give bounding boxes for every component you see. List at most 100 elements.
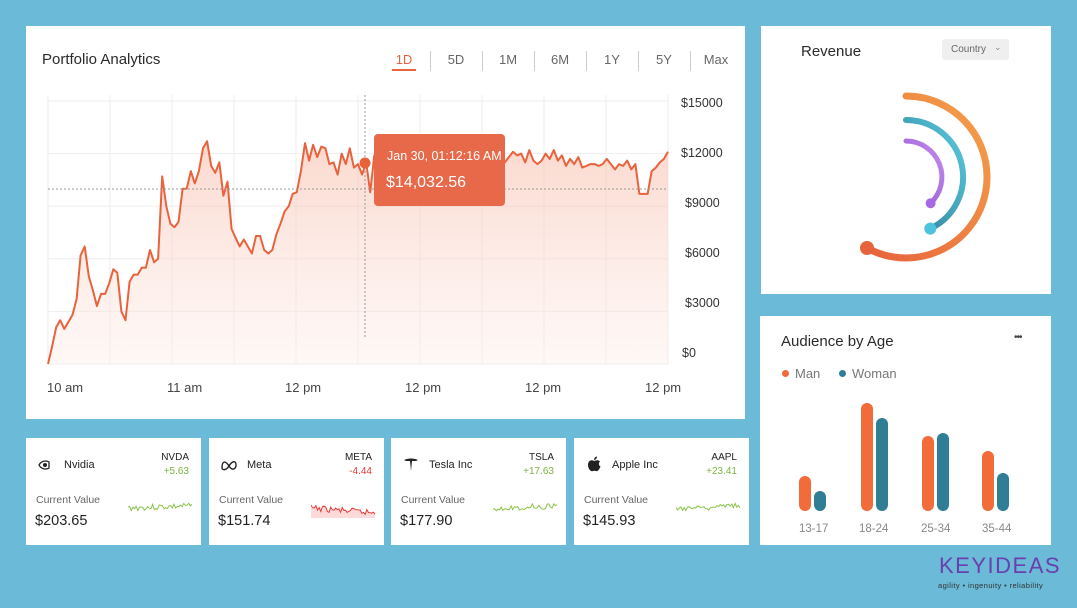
sparkline-line: [676, 502, 740, 512]
bar-woman-25-34[interactable]: [937, 433, 949, 511]
stock-ticker: AAPL: [711, 452, 737, 463]
x-tick-label: 12 pm: [525, 380, 562, 395]
stock-name: Meta: [247, 459, 272, 471]
audience-title: Audience by Age: [781, 333, 894, 350]
tab-1y[interactable]: 1Y: [604, 52, 620, 67]
tab-divider: [638, 51, 639, 71]
brand-name: KEYIDEAS: [939, 553, 1062, 578]
tab-1m[interactable]: 1M: [498, 52, 518, 67]
tab-max[interactable]: Max: [703, 52, 729, 67]
current-value: $177.90: [400, 513, 453, 529]
y-tick-label: $6000: [685, 246, 720, 260]
portfolio-area-fill: [48, 139, 668, 364]
y-tick-label: $9000: [685, 196, 720, 210]
brand-logo: KEYIDEAS agility • ingenuity • reliabili…: [933, 553, 1060, 593]
current-value: $203.65: [35, 513, 88, 529]
apple-logo-icon: [588, 456, 601, 472]
portfolio-line: [47, 138, 669, 365]
stock-card-apple[interactable]: Apple Inc AAPL +23.41 Current Value $145…: [574, 438, 749, 545]
x-tick-label: 11 am: [167, 380, 203, 395]
x-tick-label: 35-44: [982, 523, 1012, 535]
sparkline-chart: [676, 502, 740, 512]
y-tick-label: $12000: [681, 146, 723, 160]
revenue-arc[interactable]: [903, 116, 967, 232]
tab-divider: [534, 51, 535, 71]
y-tick-label: $3000: [685, 296, 720, 310]
tab-divider: [430, 51, 431, 71]
bar-woman-13-17[interactable]: [814, 491, 826, 511]
revenue-arc[interactable]: [863, 92, 991, 262]
bar-woman-35-44[interactable]: [997, 473, 1009, 511]
x-tick-label: 13-17: [799, 523, 829, 535]
y-tick-label: $0: [682, 346, 696, 360]
revenue-arc-endpoint: [924, 222, 937, 235]
stock-change: +17.63: [523, 466, 554, 477]
stock-name: Nvidia: [64, 459, 95, 471]
stock-card-tesla[interactable]: Tesla Inc TSLA +17.63 Current Value $177…: [391, 438, 566, 545]
y-tick-label: $15000: [681, 96, 723, 110]
tab-5y[interactable]: 5Y: [656, 52, 672, 67]
chevron-down-icon: ⌄: [994, 42, 1002, 52]
audience-by-age-card: Audience by Age ••• Man Woman 13-17 18-2…: [760, 316, 1051, 545]
sparkline-chart: [493, 502, 557, 512]
current-value-label: Current Value: [219, 494, 284, 506]
nvidia-logo-icon: [38, 460, 50, 470]
portfolio-title: Portfolio Analytics: [42, 51, 161, 68]
sparkline-fill: [311, 505, 375, 518]
sparkline-chart: [128, 502, 192, 512]
stock-card-meta[interactable]: Meta META -4.44 Current Value $151.74: [209, 438, 384, 545]
tesla-logo-icon: [404, 458, 418, 471]
sparkline-line: [128, 502, 192, 512]
revenue-arc[interactable]: [903, 138, 945, 206]
meta-logo-icon: [221, 461, 237, 471]
more-options-icon[interactable]: •••: [1014, 332, 1022, 343]
bar-man-25-34[interactable]: [922, 436, 934, 511]
current-value-label: Current Value: [36, 494, 101, 506]
current-value: $145.93: [583, 513, 636, 529]
stock-name: Tesla Inc: [429, 459, 473, 471]
x-tick-label: 12 pm: [285, 380, 322, 395]
revenue-radial-chart[interactable]: [761, 26, 1051, 294]
country-dropdown-label: Country: [951, 44, 987, 55]
tab-5d[interactable]: 5D: [447, 52, 465, 67]
tab-divider: [482, 51, 483, 71]
portfolio-area-chart[interactable]: [26, 26, 745, 419]
x-tick-label: 12 pm: [645, 380, 682, 395]
audience-bar-chart[interactable]: [760, 316, 1051, 545]
chart-tooltip: Jan 30, 01:12:16 AM $14,032.56: [374, 134, 505, 206]
revenue-title: Revenue: [801, 43, 862, 60]
country-dropdown[interactable]: Country ⌄: [942, 39, 1009, 60]
legend-woman-dot: [839, 370, 846, 377]
sparkline-line: [311, 504, 375, 516]
hover-point[interactable]: [359, 157, 371, 169]
bar-man-18-24[interactable]: [861, 403, 873, 511]
legend-man-dot: [782, 370, 789, 377]
portfolio-analytics-card: Portfolio Analytics 1D 5D 1M 6M 1Y 5Y Ma…: [26, 26, 745, 419]
tab-divider: [690, 51, 691, 71]
bar-man-35-44[interactable]: [982, 451, 994, 511]
tab-1d[interactable]: 1D: [380, 52, 428, 71]
x-tick-label: 18-24: [859, 523, 889, 535]
current-value-label: Current Value: [584, 494, 649, 506]
stock-change: -4.44: [349, 466, 372, 477]
legend-man-label: Man: [795, 366, 821, 381]
stock-ticker: NVDA: [161, 452, 189, 463]
revenue-arc-endpoint: [925, 198, 936, 209]
bar-man-13-17[interactable]: [799, 476, 811, 511]
current-value: $151.74: [218, 513, 271, 529]
tooltip-value: $14,032.56: [386, 174, 467, 191]
stock-card-nvidia[interactable]: Nvidia NVDA +5.63 Current Value $203.65: [26, 438, 201, 545]
stock-name: Apple Inc: [612, 459, 658, 471]
current-value-label: Current Value: [401, 494, 466, 506]
brand-tagline: agility • ingenuity • reliability: [938, 581, 1044, 590]
revenue-card: Revenue Country ⌄: [761, 26, 1051, 294]
sparkline-chart: [311, 504, 375, 518]
tab-divider: [586, 51, 587, 71]
revenue-arc-endpoint: [860, 241, 874, 255]
tab-6m[interactable]: 6M: [550, 52, 570, 67]
legend-woman-label: Woman: [852, 366, 897, 381]
bar-woman-18-24[interactable]: [876, 418, 888, 511]
sparkline-line: [493, 502, 557, 512]
stock-change: +23.41: [706, 466, 737, 477]
x-tick-label: 25-34: [921, 523, 951, 535]
